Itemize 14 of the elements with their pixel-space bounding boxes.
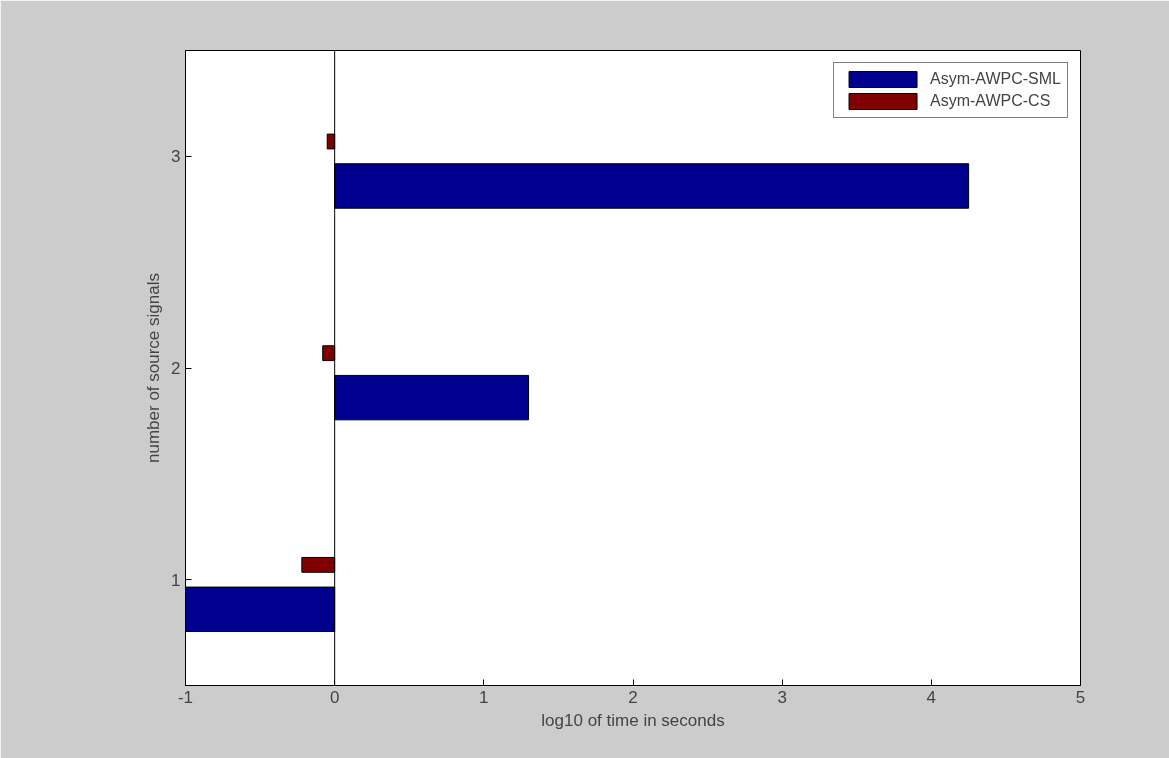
x-tick-label: -1 bbox=[177, 687, 194, 707]
x-tick-label: 1 bbox=[479, 687, 489, 707]
x-axis-title: log10 of time in seconds bbox=[541, 710, 725, 730]
y-axis-title: number of source signals bbox=[144, 273, 164, 463]
legend-label: Asym-AWPC-CS bbox=[930, 92, 1051, 110]
legend-label: Asym-AWPC-SML bbox=[930, 70, 1061, 88]
x-tick-label: 0 bbox=[329, 687, 340, 707]
x-tick-label: 4 bbox=[926, 687, 937, 707]
x-tick-label: 5 bbox=[1075, 687, 1086, 707]
y-tick-label: 1 bbox=[171, 570, 181, 590]
x-tick-label: 3 bbox=[777, 687, 787, 707]
y-tick-label: 3 bbox=[171, 147, 181, 167]
y-tick-label: 2 bbox=[171, 359, 181, 378]
x-tick-label: 2 bbox=[628, 687, 638, 707]
